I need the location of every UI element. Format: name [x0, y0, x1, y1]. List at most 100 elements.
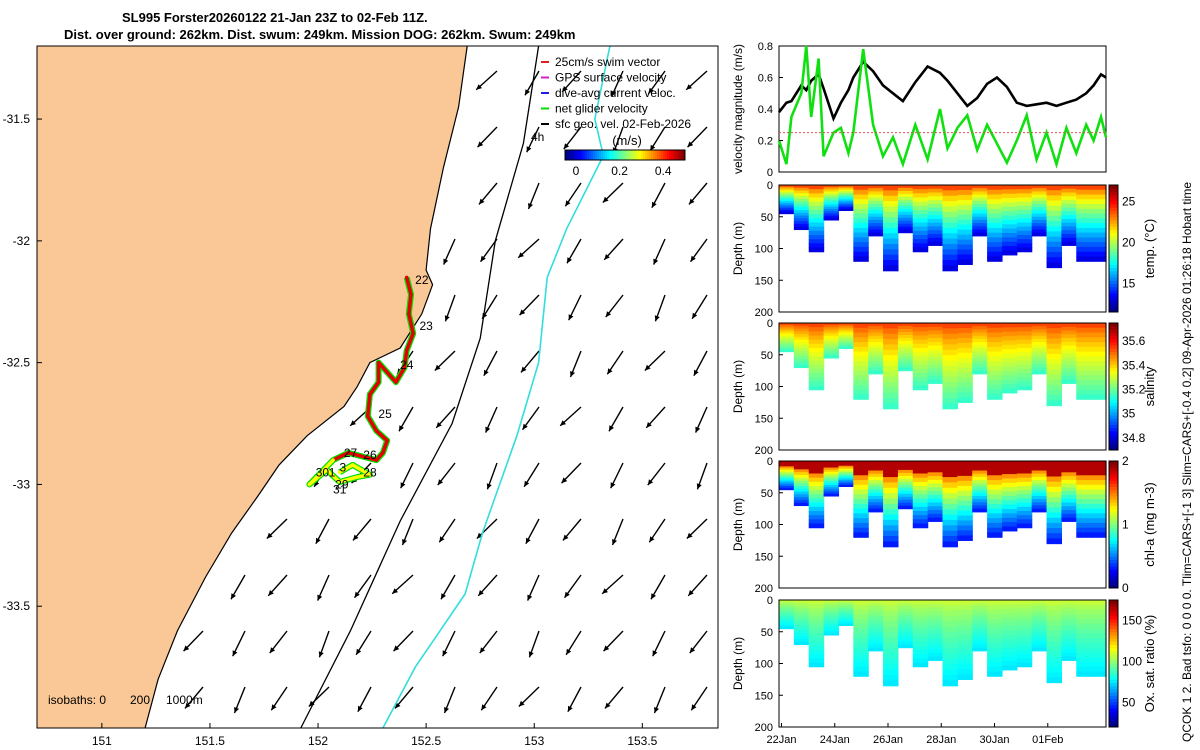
salinity-cell [838, 332, 854, 335]
salinity-cell [779, 346, 795, 349]
temperature-cell [1046, 231, 1063, 238]
salinity-cell [853, 351, 869, 357]
oxygen-cell [838, 607, 854, 611]
oxygen-cell [972, 612, 988, 617]
temperature-colorbar-tick-label: 25 [1122, 194, 1136, 208]
oxygen-cell [808, 604, 825, 609]
oxygen-cell [972, 619, 988, 623]
oxygen-cell [779, 610, 795, 614]
oxygen-cell [1016, 625, 1033, 630]
chlorophyll-cell [823, 491, 840, 495]
chlorophyll-cell [1091, 480, 1107, 486]
chlorophyll-cell [853, 527, 869, 534]
chlorophyll-cell [1031, 473, 1048, 478]
chlorophyll-cell [868, 464, 884, 468]
oxygen-colorbar-cell [1109, 692, 1118, 696]
glider-track-segment [381, 438, 389, 455]
oxygen-cell [808, 608, 825, 614]
salinity-cell [1076, 380, 1092, 386]
salinity-cell [1046, 348, 1063, 355]
salinity-cell [838, 342, 854, 345]
glider-track-segments [307, 275, 415, 487]
chlorophyll-colorbar-cell [1109, 492, 1118, 497]
temperature-cell [1001, 237, 1018, 243]
velocity-arrowhead [434, 364, 441, 371]
temperature-colorbar-cell [1109, 219, 1118, 224]
chlorophyll-cell [1076, 484, 1092, 491]
salinity-cell [1061, 368, 1077, 373]
velocity-arrowhead [525, 89, 530, 96]
oxygen-cell [808, 629, 825, 634]
chlorophyll-cell [793, 472, 810, 476]
temperature-cell [868, 229, 884, 234]
chlorophyll-cell [912, 486, 929, 491]
chlorophyll-cell [808, 481, 825, 487]
chlorophyll-cell [1076, 475, 1092, 481]
salinity-cell [793, 359, 810, 363]
temperature-cell [1076, 218, 1092, 224]
chlorophyll-cell [1001, 526, 1018, 532]
chlorophyll-cell [808, 511, 825, 516]
chlorophyll-cell [1091, 508, 1107, 514]
oxygen-colorbar-cell [1109, 653, 1118, 658]
salinity-cell [957, 377, 973, 384]
oxygen-cell [1076, 619, 1092, 625]
temperature-cell [853, 251, 869, 258]
map-colorbar-cell [619, 150, 622, 160]
velocity-arrowhead [611, 90, 617, 97]
temperature-cell [779, 206, 795, 209]
map-colorbar-cell [593, 150, 596, 160]
chlorophyll-cell [912, 494, 929, 500]
salinity-colorbar-cell [1109, 383, 1118, 387]
salinity-cell [779, 349, 795, 353]
chlorophyll-cell [823, 471, 840, 475]
temperature-cell [868, 207, 884, 211]
chlorophyll-cell [987, 518, 1003, 524]
chlorophyll-colorbar-label: chl-a (mg m-3) [1142, 482, 1157, 567]
oxygen-cell [1001, 656, 1018, 662]
oxygen-cell [868, 631, 884, 636]
chlorophyll-cell [897, 469, 914, 474]
salinity-colorbar-cell [1109, 354, 1118, 359]
chlorophyll-colorbar-cell [1109, 470, 1118, 475]
chlorophyll-cell [1076, 470, 1092, 476]
chlorophyll-cell [912, 473, 929, 479]
oxygen-cell [912, 625, 929, 630]
chlorophyll-cell [1001, 491, 1018, 497]
temperature-colorbar-cell [1109, 200, 1118, 205]
glider-track-segment [407, 312, 415, 336]
oxygen-cell [987, 657, 1003, 663]
temperature-cell [987, 223, 1003, 229]
oxygen-cell [1091, 609, 1107, 615]
temperature-cell [868, 213, 884, 218]
velocity-arrowhead [644, 364, 651, 371]
map-colorbar-cell [637, 150, 640, 160]
temperature-cell [912, 201, 929, 207]
chlorophyll-cell [957, 535, 973, 541]
temperature-cell [1091, 246, 1107, 253]
oxygen-cell [883, 637, 899, 644]
salinity-cell [853, 327, 869, 334]
velocity-arrowhead [687, 141, 694, 148]
salinity-cell [897, 352, 914, 357]
salinity-cell [853, 375, 869, 381]
chlorophyll-colorbar-cell [1109, 489, 1118, 494]
temperature-cell [868, 223, 884, 227]
oxygen-cell [897, 638, 914, 643]
salinity-cell [1046, 390, 1063, 396]
salinity-cell [942, 392, 958, 399]
oxygen-cell [838, 606, 854, 609]
salinity-cell [972, 351, 988, 356]
velocity-series-green [777, 45, 1108, 169]
oxygen-colorbar-tick-label: 100 [1122, 654, 1142, 668]
map-colorbar-cell [573, 150, 576, 160]
salinity-colorbar-cell [1109, 411, 1118, 416]
oxygen-cell [912, 604, 929, 609]
temperature-cell [779, 210, 795, 213]
chlorophyll-cell [883, 477, 899, 484]
chlorophyll-cell [793, 491, 810, 495]
chlorophyll-cell [808, 515, 825, 520]
chlorophyll-cell [942, 530, 958, 537]
temperature-cell [897, 211, 914, 216]
